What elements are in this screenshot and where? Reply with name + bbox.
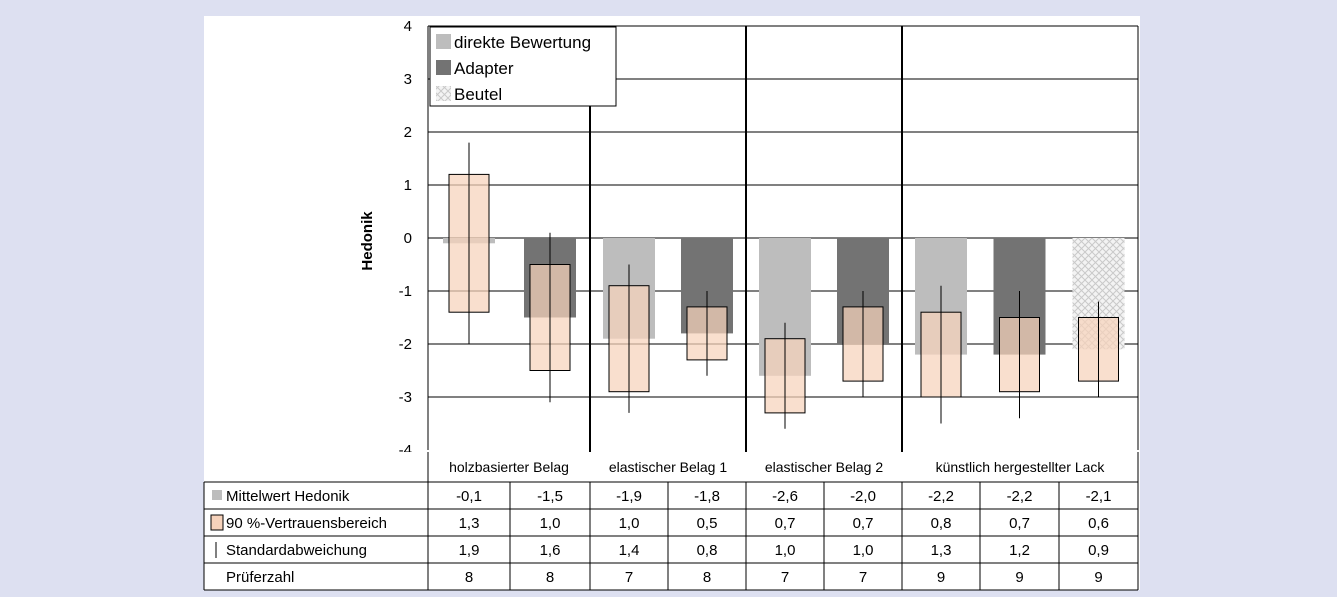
table-cell: 8 (703, 569, 711, 586)
table-cell: -2,1 (1086, 488, 1112, 505)
table-cell: 1,4 (619, 542, 640, 559)
table-row-label: 90 %-Vertrauensbereich (226, 515, 387, 532)
table-cell: 1,2 (1009, 542, 1030, 559)
legend-marker-box (210, 514, 224, 531)
y-tick-label: 2 (404, 124, 412, 141)
table-row-label: Mittelwert Hedonik (226, 488, 350, 505)
table-cell: 1,0 (853, 542, 874, 559)
group-label: künstlich hergestellter Lack (936, 459, 1106, 475)
table-row-label: Standardabweichung (226, 542, 367, 559)
legend-swatch (436, 34, 451, 49)
data-table: holzbasierter Belag elastischer Belag 1 el… (203, 452, 1140, 591)
group-label: elastischer Belag 2 (765, 459, 884, 475)
legend-label: Beutel (454, 85, 502, 104)
table-cell: 7 (781, 569, 789, 586)
table-cell: 7 (625, 569, 633, 586)
table-cell: 1,9 (459, 542, 480, 559)
y-tick-label: 4 (404, 18, 412, 35)
table-background (204, 452, 1140, 590)
y-tick-label: 3 (404, 71, 412, 88)
table-cell: 8 (546, 569, 554, 586)
bars (443, 142, 1125, 429)
table-cell: 1,3 (931, 542, 952, 559)
table-cell: -1,8 (694, 488, 720, 505)
table-cell: 1,6 (540, 542, 561, 559)
legend-label: Adapter (454, 59, 514, 78)
legend: direkte Bewertung Adapter Beutel (429, 26, 617, 107)
y-tick-label: -3 (399, 389, 412, 406)
table-cell: 0,7 (775, 515, 796, 532)
table-cell: 9 (1015, 569, 1023, 586)
table-cell: 0,8 (697, 542, 718, 559)
table-cell: 0,7 (1009, 515, 1030, 532)
table-cell: 9 (937, 569, 945, 586)
legend-swatch (436, 60, 451, 75)
table-cell: -2,2 (928, 488, 954, 505)
table-cell: -1,5 (537, 488, 563, 505)
table-cell: 1,0 (619, 515, 640, 532)
table-cell: -2,2 (1007, 488, 1033, 505)
table-row-label: Prüferzahl (226, 569, 294, 586)
y-tick-label: 1 (404, 177, 412, 194)
table-cell: 8 (465, 569, 473, 586)
table-cell: 1,0 (775, 542, 796, 559)
table-cell: 9 (1094, 569, 1102, 586)
table-cell: -1,9 (616, 488, 642, 505)
table-cell: 0,6 (1088, 515, 1109, 532)
table-cell: 0,9 (1088, 542, 1109, 559)
y-tick-label: 0 (404, 230, 412, 247)
y-tick-label: -2 (399, 336, 412, 353)
table-cell: 0,8 (931, 515, 952, 532)
table-cell: 1,0 (540, 515, 561, 532)
group-label: holzbasierter Belag (449, 459, 569, 475)
legend-swatch (436, 86, 451, 101)
table-cell: -2,0 (850, 488, 876, 505)
table-cell: 1,3 (459, 515, 480, 532)
table-cell: 0,5 (697, 515, 718, 532)
legend-box (429, 26, 617, 107)
table-cell: -0,1 (456, 488, 482, 505)
table-cell: 7 (859, 569, 867, 586)
y-axis-label: Hedonik (359, 211, 376, 271)
table-cell: -2,6 (772, 488, 798, 505)
table-cell: 0,7 (853, 515, 874, 532)
group-label: elastischer Belag 1 (609, 459, 728, 475)
y-tick-label: -1 (399, 283, 412, 300)
legend-marker-square (212, 490, 222, 500)
legend-label: direkte Bewertung (454, 33, 591, 52)
